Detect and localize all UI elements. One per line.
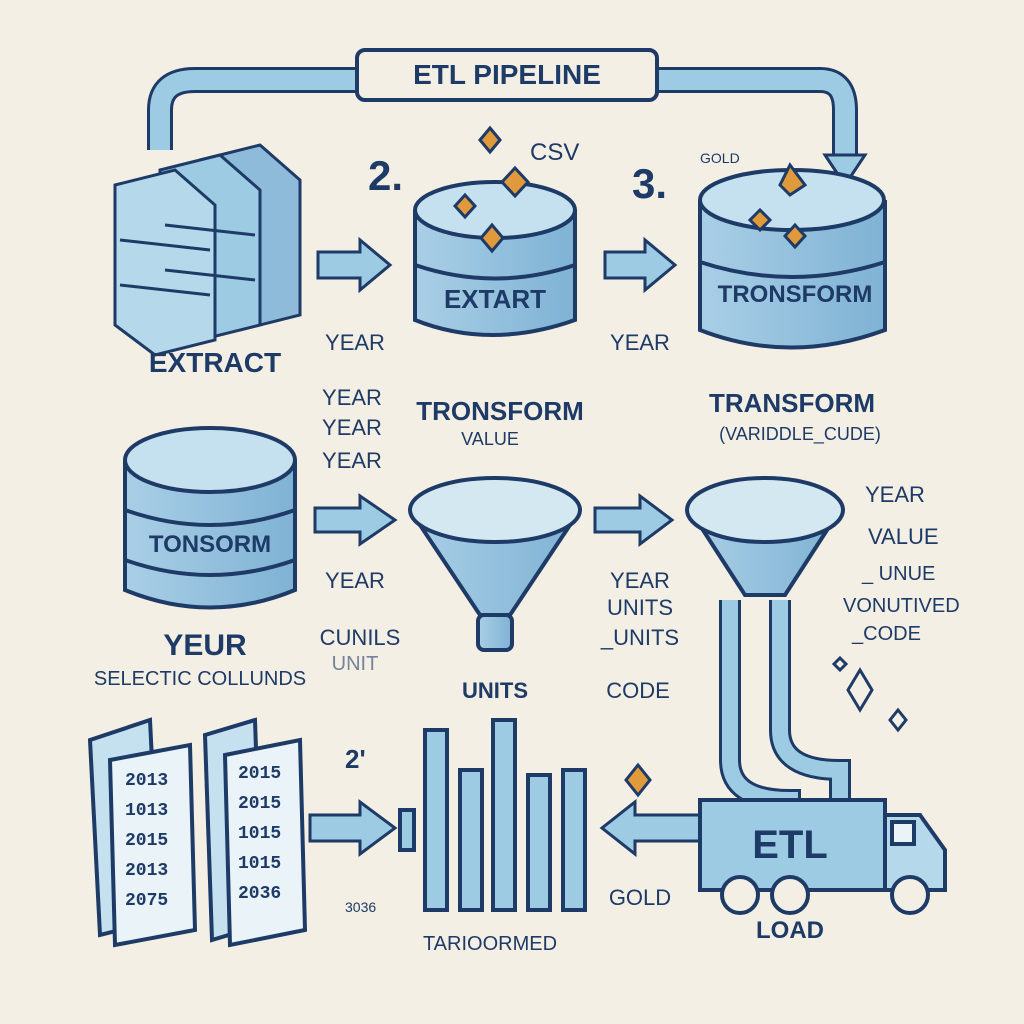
page-title: ETL PIPELINE (413, 59, 601, 90)
arrow-tank-to-transform (603, 236, 678, 294)
tariodmed-label: TARIOORMED (423, 933, 557, 955)
year-label: YEAR (610, 330, 670, 355)
doc-year: 1013 (125, 801, 168, 821)
doc-year: 2015 (238, 794, 281, 814)
doc-year: 2013 (125, 861, 168, 881)
sparkle-icons (831, 655, 908, 733)
funnel-right (685, 476, 845, 597)
doc-year: 2015 (125, 831, 168, 851)
document-left (87, 717, 198, 948)
year-label: YEAR (322, 448, 382, 473)
csv-label: CSV (530, 139, 579, 166)
select-columns-label: SELECTIC COLLUNDS (94, 668, 306, 690)
step-three: 3. (632, 160, 667, 207)
tronsform-caption: TRONSFORM (416, 396, 584, 426)
truck-label: ETL (752, 823, 828, 867)
units-label: _UNITS (600, 625, 679, 650)
gold-bottom-label: GOLD (609, 885, 671, 910)
diamond-icons-top (452, 125, 531, 254)
code-label: CODE (606, 678, 670, 703)
unit-label: UNIT (332, 653, 379, 675)
doc-year: 1015 (238, 854, 281, 874)
load-label: LOAD (756, 917, 824, 944)
funnel-left (408, 476, 582, 652)
year-label: YEAR (610, 568, 670, 593)
arrow-truck-to-bars (599, 798, 702, 858)
step-two: 2. (368, 152, 403, 199)
year-label: YEAR (322, 415, 382, 440)
year-small-label: 3036 (345, 899, 376, 915)
doc-year: 2013 (125, 771, 168, 791)
units-label: UNITS (607, 595, 673, 620)
unue-label: _ UNUE (861, 563, 935, 585)
doc-year: 2075 (125, 891, 168, 911)
value-caption: VALUE (461, 429, 519, 449)
transform-caption: TRANSFORM (709, 388, 875, 418)
truck-icon (698, 798, 947, 915)
doc-year: 2036 (238, 884, 281, 904)
code-label: _CODE (851, 623, 921, 645)
variable-code-caption: (VARIDDLE_CUDE) (719, 424, 881, 445)
year-label: YEAR (325, 330, 385, 355)
doc-year: 2015 (238, 764, 281, 784)
cunils-label: CUNILS (320, 625, 401, 650)
tonsorm-tank (123, 426, 297, 610)
value-label: VALUE (868, 524, 939, 549)
yeur-label: YEUR (163, 629, 247, 662)
bar-columns (398, 718, 587, 912)
extract-label: EXTRACT (149, 347, 281, 378)
arrow-funnel-to-funnel (593, 493, 675, 547)
arrow-tank-to-funnel (313, 493, 398, 547)
units-funnel-label: UNITS (462, 678, 528, 703)
pipes-to-truck (719, 600, 851, 830)
extart-tank-label: EXTART (444, 284, 546, 314)
title-badge: ETL PIPELINE (355, 48, 659, 102)
year-label: YEAR (325, 568, 385, 593)
tonsorm-tank-label: TONSORM (149, 531, 271, 558)
arrow-docs-to-bars (308, 799, 398, 857)
step-two-small: 2' (345, 744, 366, 774)
arrow-extract-to-tank (316, 236, 393, 294)
year-label: YEAR (865, 482, 925, 507)
gold-top-label: GOLD (700, 150, 740, 166)
document-right (202, 717, 308, 948)
server-stack (113, 143, 302, 357)
doc-year: 1015 (238, 824, 281, 844)
transform-tank (698, 168, 887, 350)
year-label: YEAR (322, 385, 382, 410)
vonutived-label: VONUTIVED (843, 595, 960, 617)
gold-diamond-icon (624, 762, 652, 798)
tronsform-tank-label: TRONSFORM (718, 281, 873, 308)
diamond-icons-transform (747, 162, 808, 250)
